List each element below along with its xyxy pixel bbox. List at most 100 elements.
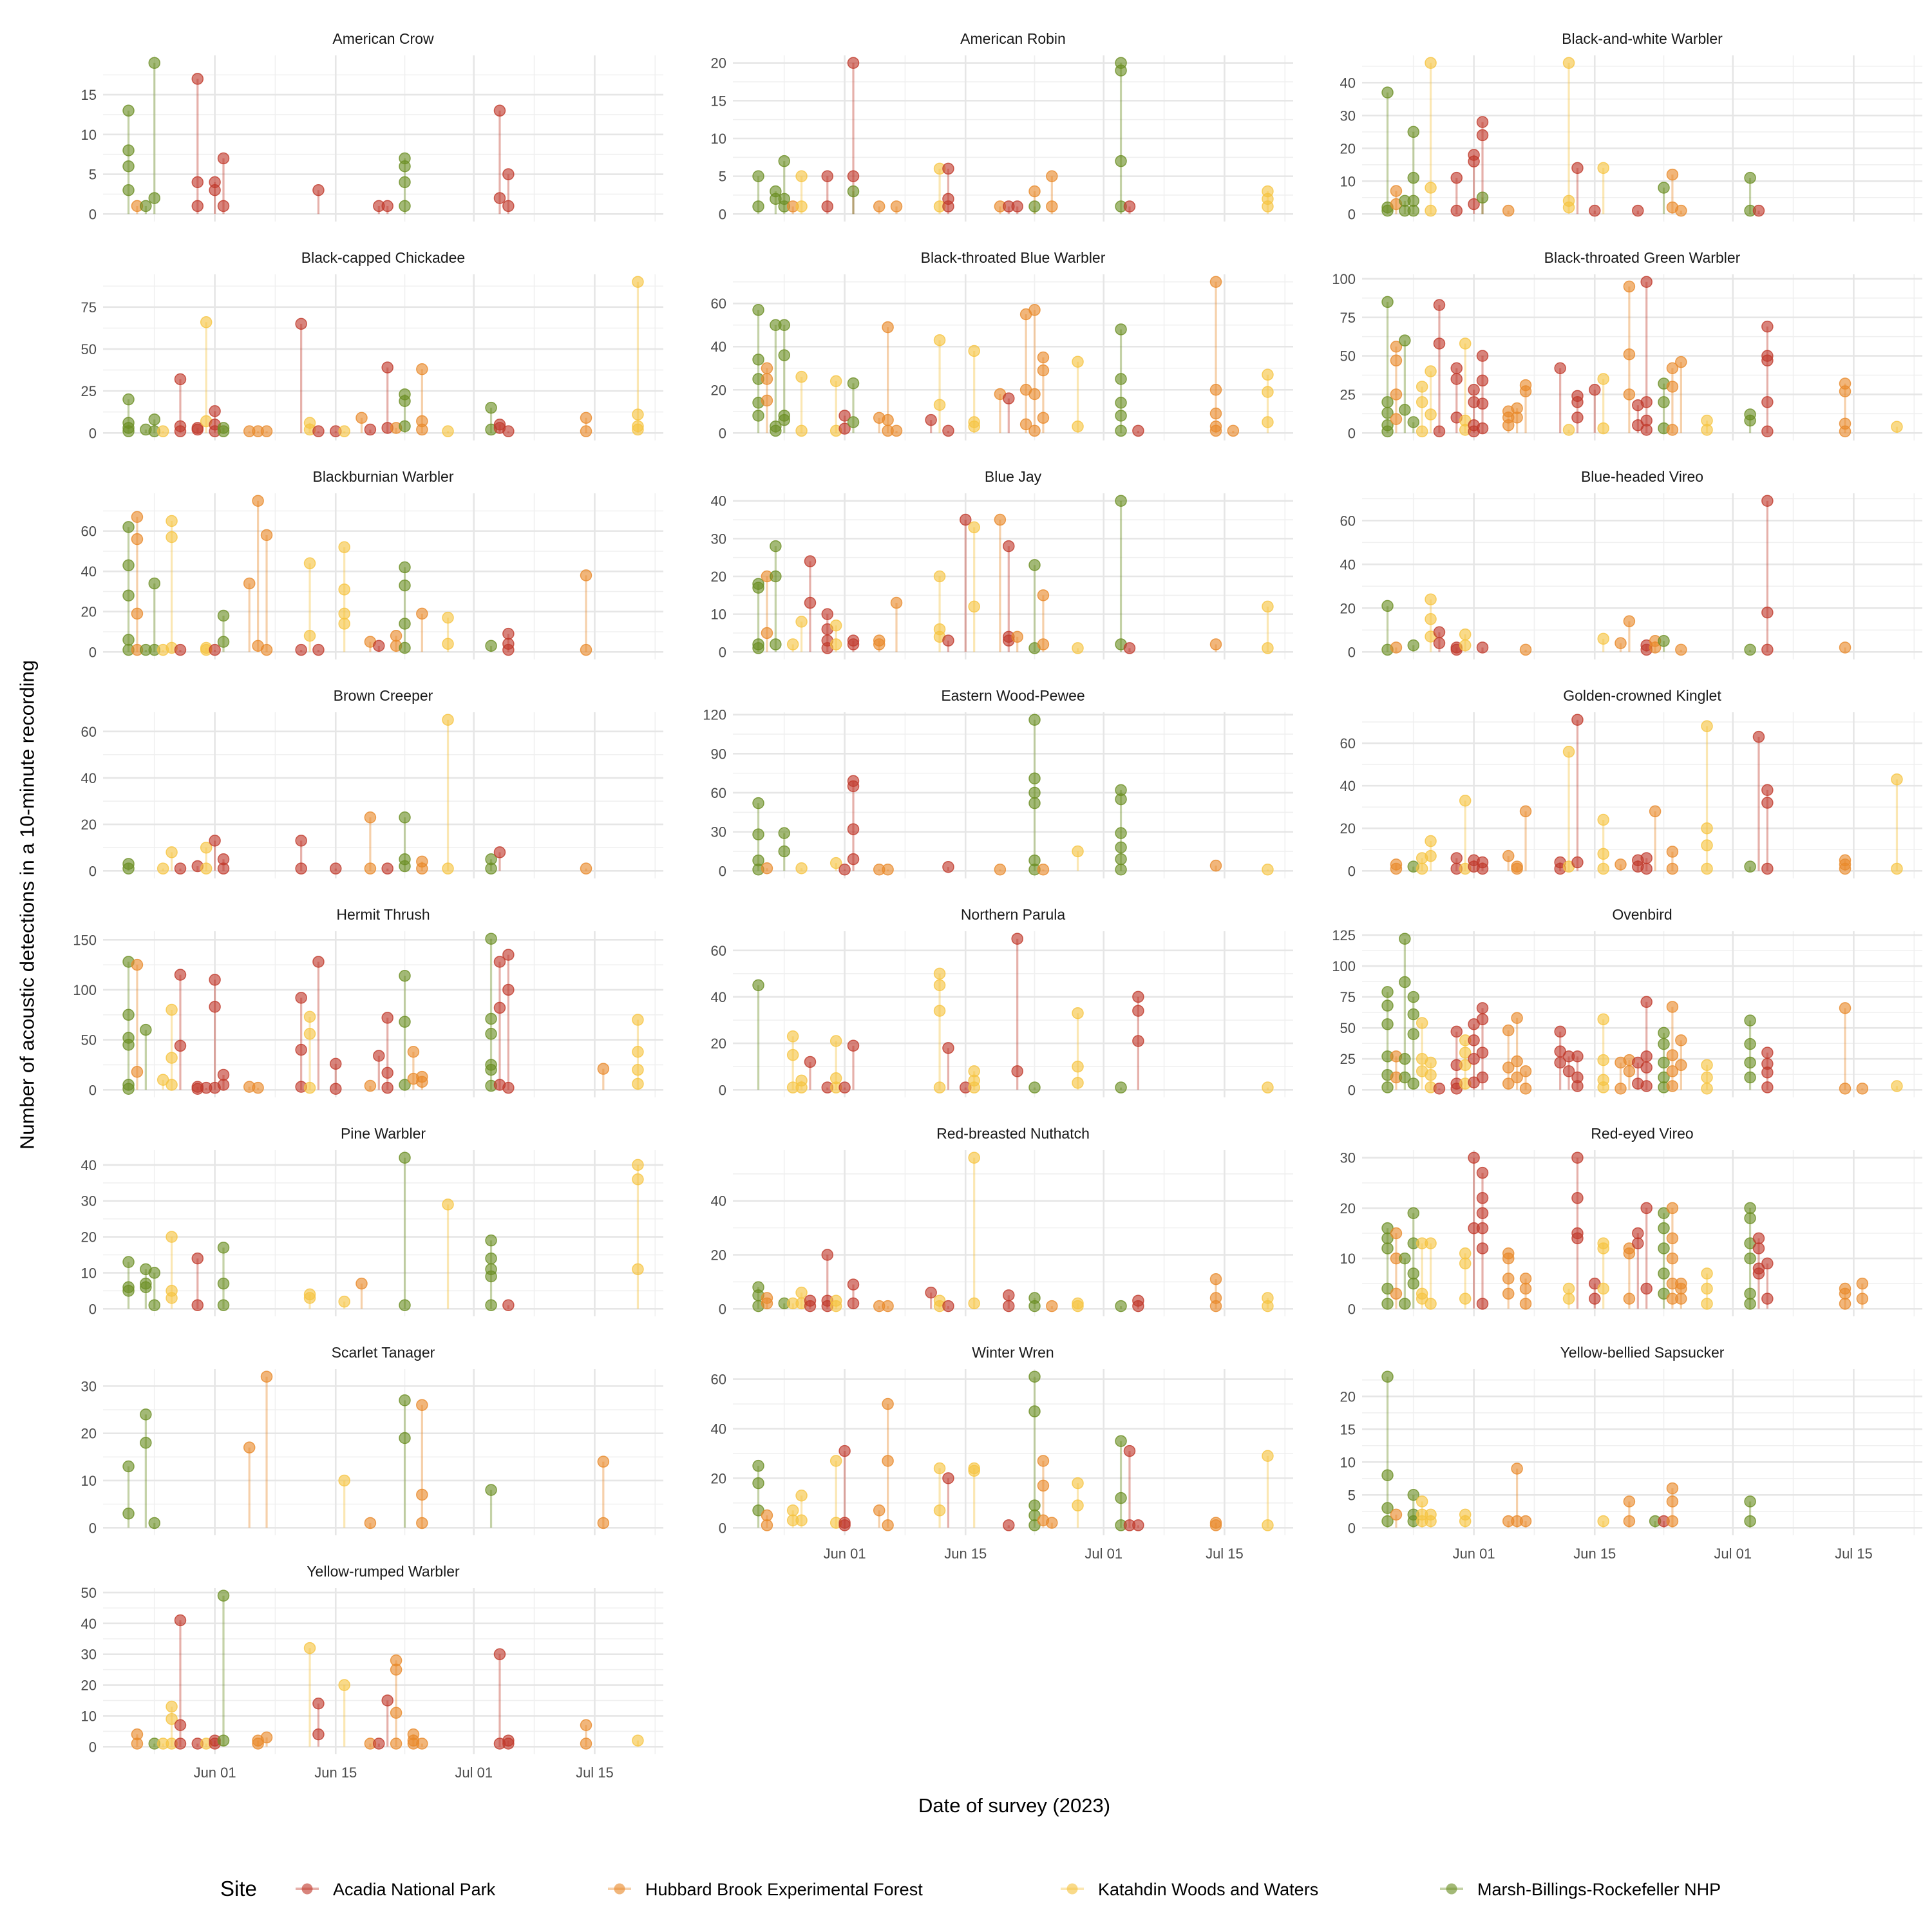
data-point: [1115, 410, 1127, 422]
data-point: [778, 845, 791, 858]
data-point: [1658, 1027, 1670, 1039]
data-point: [1511, 862, 1523, 875]
data-point: [1209, 384, 1222, 396]
data-point: [1407, 639, 1420, 652]
legend-key-point: [1446, 1883, 1457, 1895]
data-point: [502, 983, 515, 996]
data-point: [1209, 1519, 1222, 1531]
data-point: [1761, 784, 1774, 796]
data-point: [942, 200, 954, 213]
data-point: [1390, 413, 1403, 425]
data-point: [1666, 1252, 1679, 1265]
y-tick-label: 100: [1332, 271, 1356, 287]
y-tick-label: 60: [711, 296, 726, 312]
data-point: [1381, 1081, 1394, 1094]
data-point: [1433, 425, 1446, 438]
data-point: [209, 184, 221, 196]
data-point: [1433, 626, 1446, 638]
x-tick-label: Jul 15: [576, 1765, 614, 1781]
data-point: [1571, 1050, 1584, 1063]
data-point: [1519, 1298, 1532, 1310]
data-point: [381, 200, 393, 213]
data-point: [795, 170, 808, 182]
data-point: [1666, 1080, 1679, 1092]
data-point: [1666, 381, 1679, 393]
data-point: [1632, 1237, 1644, 1249]
data-point: [1839, 1298, 1852, 1310]
data-point: [1407, 416, 1420, 428]
data-point: [1003, 1289, 1015, 1302]
data-point: [1123, 1444, 1136, 1457]
data-point: [1115, 64, 1127, 77]
data-point: [1752, 1232, 1765, 1245]
y-tick-label: 15: [81, 87, 97, 103]
data-point: [166, 515, 178, 527]
data-point: [399, 1394, 411, 1406]
data-point: [933, 334, 946, 346]
data-point: [761, 1297, 773, 1310]
data-point: [1744, 1495, 1756, 1508]
data-point: [829, 1035, 842, 1047]
data-point: [1390, 1508, 1403, 1521]
y-tick-label: 0: [89, 644, 97, 660]
data-point: [1571, 856, 1584, 869]
data-point: [1037, 638, 1050, 650]
data-point: [174, 1039, 187, 1052]
facet-title: Yellow-bellied Sapsucker: [1560, 1344, 1725, 1361]
data-point: [1468, 1052, 1480, 1065]
data-point: [295, 992, 307, 1004]
y-tick-label: 5: [89, 167, 97, 183]
data-point: [1519, 1282, 1532, 1295]
data-point: [1476, 1046, 1489, 1059]
y-tick-label: 20: [81, 604, 97, 620]
data-point: [166, 1003, 178, 1016]
data-point: [882, 1397, 894, 1410]
data-point: [778, 319, 791, 331]
data-point: [1433, 299, 1446, 311]
data-point: [1761, 862, 1774, 875]
data-point: [174, 862, 187, 875]
data-point: [1623, 388, 1636, 401]
y-tick-label: 60: [711, 1372, 726, 1388]
data-point: [174, 1719, 187, 1732]
data-point: [597, 1455, 610, 1468]
facet-panel: 0 5 10 15 American Crow: [81, 30, 663, 222]
data-point: [1390, 1287, 1403, 1300]
data-point: [1675, 1282, 1687, 1295]
data-point: [174, 373, 187, 386]
data-point: [122, 393, 135, 406]
data-point: [778, 155, 791, 167]
data-point: [1381, 600, 1394, 612]
data-point: [829, 638, 842, 650]
data-point: [1744, 1287, 1756, 1300]
data-point: [1640, 396, 1653, 408]
data-point: [399, 579, 411, 592]
data-point: [1666, 1065, 1679, 1077]
y-tick-label: 20: [711, 1036, 726, 1052]
data-point: [1476, 116, 1489, 128]
data-point: [1476, 397, 1489, 410]
data-point: [821, 608, 834, 620]
data-point: [795, 200, 808, 213]
data-point: [217, 425, 230, 437]
data-point: [1028, 304, 1041, 316]
data-point: [1511, 412, 1523, 424]
data-point: [786, 1048, 799, 1061]
data-point: [1425, 57, 1437, 69]
y-tick-label: 75: [81, 299, 97, 316]
data-point: [1381, 1515, 1394, 1528]
data-point: [303, 1292, 316, 1304]
data-point: [580, 425, 592, 437]
data-point: [1597, 1515, 1609, 1528]
y-tick-label: 50: [1340, 1020, 1356, 1036]
legend-label: Marsh-Billings-Rockefeller NHP: [1477, 1880, 1721, 1899]
data-point: [191, 73, 204, 85]
data-point: [502, 168, 515, 180]
data-point: [933, 399, 946, 411]
data-point: [1744, 643, 1756, 656]
data-point: [1450, 204, 1463, 217]
data-point: [1476, 374, 1489, 387]
data-point: [502, 425, 515, 437]
data-point: [1407, 1489, 1420, 1501]
data-point: [1839, 1002, 1852, 1014]
